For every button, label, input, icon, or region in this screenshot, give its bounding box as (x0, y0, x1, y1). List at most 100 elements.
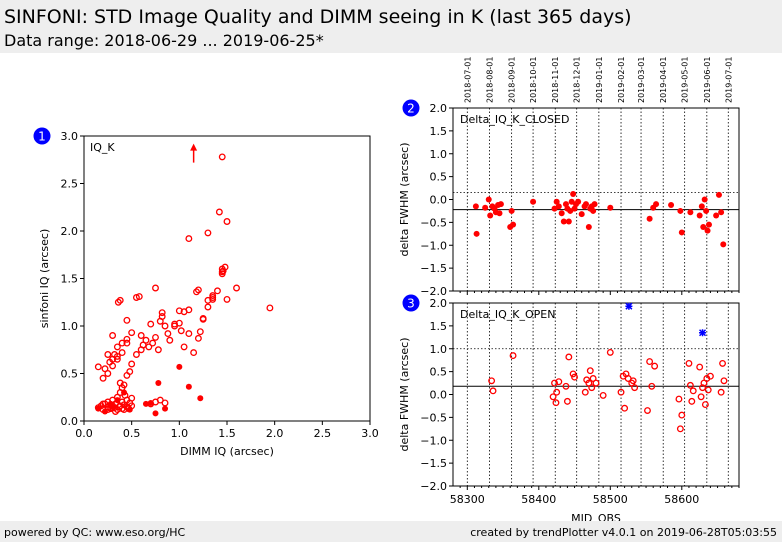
panel-1-point (185, 330, 193, 338)
panel-3-badge-label: 3 (407, 297, 415, 311)
panel-1-point (118, 349, 126, 357)
panel-1-point (266, 304, 274, 312)
panel-2-y-axis-label: delta FWHM (arcsec) (398, 142, 411, 256)
panel-2-point (553, 198, 560, 205)
panel-3-y-tick-label: 0.5 (430, 366, 448, 379)
panel-2-date-label: 2019-03-01 (637, 57, 646, 104)
panel-1-point (112, 408, 119, 415)
panel-1-point (197, 395, 204, 402)
panel-2-point (482, 204, 489, 211)
panel-1-point (166, 336, 174, 344)
panel-1-x-axis-label: DIMM IQ (arcsec) (180, 445, 274, 458)
footer-created-by: created by trendPlotter v4.0.1 on 2019-0… (470, 526, 777, 539)
page-subtitle: Data range: 2018-06-29 ... 2019-06-25* (4, 31, 324, 50)
panel-3-point (644, 407, 651, 414)
panel-2-date-label: 2018-12-01 (573, 57, 582, 104)
panel-2-point (687, 209, 694, 216)
panel-3-point (678, 411, 686, 419)
panel-3-highlight-point (699, 329, 707, 337)
panel-2-point (705, 221, 712, 228)
panel-1-x-tick-label: 0.0 (75, 427, 93, 440)
panel-3-point (553, 388, 561, 396)
panel-1-x-tick-label: 0.5 (123, 427, 141, 440)
panel-2-point (653, 201, 660, 208)
panel-2-point (565, 218, 572, 225)
panel-3-x-tick-label: 58300 (450, 493, 485, 506)
panel-3-point (706, 372, 714, 380)
panel-1-point (142, 400, 149, 407)
panel-1-point (147, 320, 155, 328)
panel-1-point (123, 316, 131, 324)
panel-1-point (113, 343, 121, 351)
panel-1-point (194, 286, 202, 294)
panel-2-date-label: 2019-06-01 (703, 57, 712, 104)
panel-1-point (135, 293, 143, 300)
panel-2-point (591, 201, 598, 208)
footer-bar: powered by QC: www.eso.org/HC created by… (0, 521, 782, 542)
panel-3-point (617, 388, 625, 396)
panel-2-point (718, 209, 725, 216)
panel-1-point (193, 288, 200, 296)
panel-1-point (161, 322, 169, 330)
panel-2-point (496, 210, 503, 217)
panel-1-point (204, 296, 212, 304)
panel-1-point (175, 319, 183, 327)
panel-3-point (688, 397, 696, 405)
panel-3-point (719, 359, 727, 367)
panel-1-point (152, 410, 159, 417)
panel-2-point (472, 203, 479, 210)
panel-3-point (704, 386, 712, 394)
panel-2-date-label: 2019-07-01 (724, 57, 733, 104)
panel-1-point (113, 355, 121, 363)
panel-1-y-tick-label: 2.0 (61, 225, 79, 238)
panel-3-point (509, 352, 517, 360)
panel-1-y-axis-label: sinfoni IQ (arcsec) (38, 229, 51, 328)
panel-3-x-tick-label: 58400 (521, 493, 556, 506)
panel-2-y-tick-label: 2.0 (430, 102, 448, 115)
panel-1-point (137, 332, 145, 339)
panel-3-point (720, 377, 728, 385)
panel-1-point (120, 381, 128, 389)
panel-1-point (219, 267, 227, 275)
panel-2-point (562, 201, 569, 208)
panel-3-point (551, 379, 558, 387)
panel-2-point (677, 207, 684, 214)
panel-1-point (126, 368, 134, 376)
panel-1-point (204, 303, 212, 311)
panel-3-point (629, 377, 637, 385)
panel-1-point (132, 351, 140, 358)
panel-1-x-tick-label: 1.5 (218, 427, 236, 440)
panel-1-point (176, 363, 183, 370)
panel-2-point (555, 203, 562, 210)
panel-1-point (152, 284, 159, 292)
panel-3-point (689, 387, 697, 395)
panel-2-y-tick-label: 0.5 (430, 171, 448, 184)
panel-1-point (155, 380, 162, 386)
panel-1-point (128, 329, 136, 337)
panel-1-point (194, 334, 202, 342)
panel-2-point (585, 223, 592, 230)
panel-2-point (701, 196, 708, 203)
panel-1-point (104, 370, 112, 377)
panel-2-point (713, 212, 720, 219)
panel-1-point (185, 383, 192, 390)
panel-1-point (123, 335, 131, 343)
panel-1-y-tick-label: 0.5 (61, 368, 79, 381)
panel-1-point (139, 341, 147, 349)
panel-1-point (101, 365, 109, 373)
panel-1-point (116, 402, 124, 410)
panel-1-offscale-arrowhead (190, 143, 198, 151)
panel-3-y-tick-label: 1.5 (430, 320, 448, 333)
panel-2-point (575, 198, 582, 205)
panel-3-point (631, 384, 639, 392)
panel-2-point (715, 191, 722, 198)
panel-1-point (126, 406, 133, 413)
panel-3-point (552, 399, 560, 407)
panel-1-point (142, 336, 150, 344)
page-title: SINFONI: STD Image Quality and DIMM seei… (4, 6, 632, 28)
panel-3-badge (402, 294, 420, 312)
panel-1-point (114, 298, 122, 306)
panel-1-badge-label: 1 (38, 130, 46, 144)
panel-1-point (114, 397, 121, 404)
footer-credit: powered by QC: www.eso.org/HC (4, 526, 186, 539)
